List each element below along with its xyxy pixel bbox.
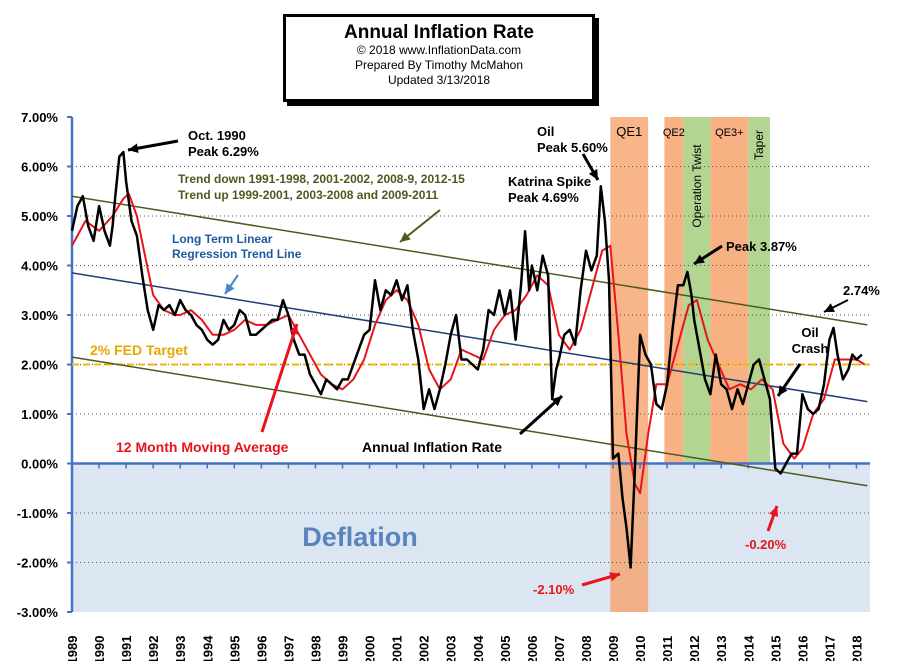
arrow-peak-2011-head	[694, 254, 705, 264]
arrow-min-2009-head	[609, 572, 620, 582]
x-tick-label: 2015	[768, 636, 783, 661]
x-tick-label: 1993	[173, 636, 188, 661]
trend-line-upper	[71, 195, 868, 326]
annotation-annual-rate: Annual Inflation Rate	[362, 439, 502, 455]
regression-line	[71, 272, 868, 403]
arrow-peak-2017-head	[824, 303, 835, 312]
annotation-oct-1990-line-1: Peak 6.29%	[188, 144, 259, 159]
annotation-peak-2011: Peak 3.87%	[726, 239, 797, 254]
arrow-oil-peak-head	[588, 169, 598, 180]
annotation-oil-crash-line-1: Crash	[792, 341, 829, 356]
arrow-trend-head	[400, 232, 411, 242]
x-tick-label: 1992	[146, 636, 161, 661]
x-tick-label: 2008	[579, 636, 594, 661]
y-tick-label: 0.00%	[21, 457, 58, 472]
annotation-min-2009: -2.10%	[533, 582, 575, 597]
arrow-oct-1990-head	[128, 143, 139, 153]
band-qe3-	[710, 117, 749, 464]
x-tick-label: 1989	[65, 636, 80, 661]
x-tick-label: 2007	[552, 636, 567, 661]
annotation-min-2015: -0.20%	[745, 537, 787, 552]
y-tick-label: -2.00%	[17, 556, 59, 571]
updated-date: Updated 3/13/2018	[387, 73, 491, 87]
y-tick-label: 4.00%	[21, 259, 58, 274]
deflation-region	[72, 463, 870, 612]
arrow-moving-average-shaft	[260, 323, 299, 433]
x-tick-label: 2012	[687, 636, 702, 661]
x-tick-label: 2001	[390, 636, 405, 661]
x-tick-label: 2017	[822, 636, 837, 661]
chart-title: Annual Inflation Rate	[344, 22, 534, 43]
annotation-katrina-line-0: Katrina Spike	[508, 174, 591, 189]
annotation-oil-crash-line-0: Oil	[801, 325, 818, 340]
annotation-trend-line-0: Trend down 1991-1998, 2001-2002, 2008-9,…	[178, 172, 465, 186]
x-tick-label: 2006	[525, 636, 540, 661]
band-operation-twist	[683, 117, 711, 464]
x-tick-label: 1994	[200, 635, 215, 661]
annotation-oct-1990-line-0: Oct. 1990	[188, 128, 246, 143]
x-tick-label: 2010	[633, 636, 648, 661]
band-taper	[748, 117, 770, 464]
y-tick-label: -3.00%	[17, 605, 59, 620]
x-tick-label: 2005	[498, 636, 513, 661]
annotation-katrina-line-1: Peak 4.69%	[508, 190, 579, 205]
x-tick-label: 2014	[741, 635, 756, 661]
x-tick-label: 2013	[714, 636, 729, 661]
y-tick-label: 7.00%	[21, 110, 58, 125]
arrow-annual-rate-head	[551, 396, 562, 407]
annotation-oil-peak-line-0: Oil	[537, 124, 554, 139]
arrow-regression-head	[225, 283, 235, 294]
y-tick-label: 1.00%	[21, 407, 58, 422]
deflation-label: Deflation	[302, 522, 418, 552]
y-tick-label: 5.00%	[21, 209, 58, 224]
y-tick-label: 6.00%	[21, 160, 58, 175]
arrow-moving-average-head	[289, 324, 299, 335]
inflation-rate-line	[70, 150, 863, 569]
x-tick-label: 1999	[336, 636, 351, 661]
annotation-peak-2017: 2.74%	[843, 283, 880, 298]
copyright-line: © 2018 www.InflationData.com	[286, 43, 592, 58]
band-label-qe3: QE3+	[715, 127, 743, 139]
annotation-regression-line-0: Long Term Linear	[172, 232, 273, 246]
annotation-regression-line-1: Regression Trend Line	[172, 247, 302, 261]
trend-line-lower	[71, 356, 868, 487]
annotation-fed-target: 2% FED Target	[90, 342, 188, 358]
annotation-trend-line-1: Trend up 1999-2001, 2003-2008 and 2009-2…	[178, 188, 438, 202]
annotation-moving-average: 12 Month Moving Average	[116, 439, 289, 455]
x-tick-label: 1995	[227, 636, 242, 661]
x-tick-label: 1998	[308, 636, 323, 661]
title-box: Annual Inflation Rate © 2018 www.Inflati…	[283, 14, 595, 102]
x-tick-label: 2004	[471, 635, 486, 661]
y-tick-label: 3.00%	[21, 308, 58, 323]
prepared-by: Prepared By Timothy McMahon	[354, 58, 524, 72]
x-tick-label: 1990	[92, 636, 107, 661]
x-tick-label: 2003	[444, 636, 459, 661]
band-label-taper: Taper	[752, 130, 766, 160]
y-tick-label: -1.00%	[17, 506, 59, 521]
x-tick-label: 2016	[795, 636, 810, 661]
band-label-qe2: QE2	[663, 127, 685, 139]
x-tick-label: 1996	[254, 636, 269, 661]
x-tick-label: 2000	[363, 636, 378, 661]
annotation-oil-peak-line-1: Peak 5.60%	[537, 140, 608, 155]
arrow-min-2015-head	[769, 506, 779, 517]
x-tick-label: 2011	[660, 636, 675, 661]
band-label-twist: Operation Twist	[690, 144, 704, 228]
x-tick-label: 2002	[417, 636, 432, 661]
band-qe2	[664, 117, 684, 464]
x-tick-label: 1997	[281, 636, 296, 661]
band-label-qe1: QE1	[616, 124, 642, 139]
x-tick-label: 2018	[849, 636, 864, 661]
arrow-oil-crash-head	[778, 385, 788, 396]
moving-average-line	[71, 192, 866, 495]
copyright-text: © 2018 www.InflationData.com	[356, 43, 522, 57]
x-tick-label: 2009	[606, 636, 621, 661]
y-tick-label: 2.00%	[21, 358, 58, 373]
x-tick-label: 1991	[119, 636, 134, 661]
